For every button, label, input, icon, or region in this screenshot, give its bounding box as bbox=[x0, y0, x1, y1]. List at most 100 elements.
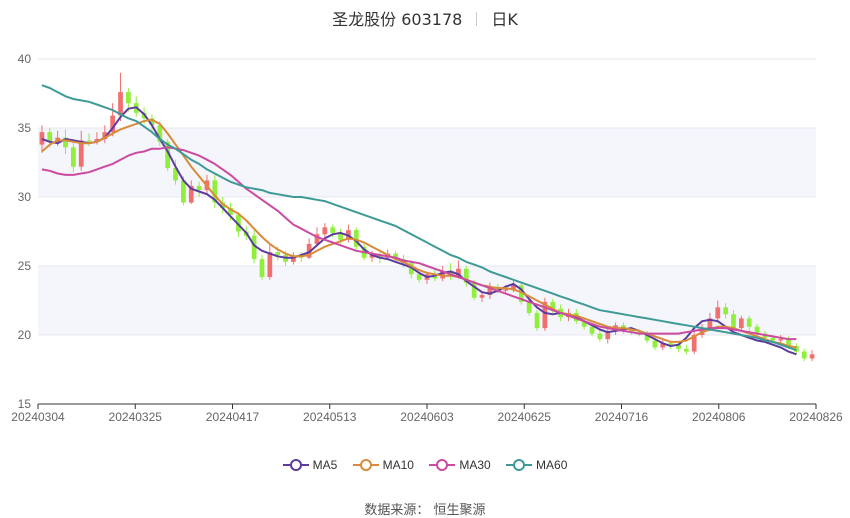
candle-body bbox=[550, 301, 556, 309]
candle-body bbox=[149, 118, 155, 126]
candle-body bbox=[628, 329, 634, 333]
candle-body bbox=[471, 282, 477, 298]
x-tick-label: 20240304 bbox=[11, 410, 65, 424]
candle-body bbox=[770, 337, 776, 341]
candle-body bbox=[275, 252, 281, 255]
legend-item-ma5[interactable]: MA5 bbox=[282, 458, 337, 472]
candle-body bbox=[526, 301, 532, 313]
candle-body bbox=[251, 235, 257, 260]
candle-body bbox=[652, 340, 658, 348]
candle-body bbox=[778, 339, 783, 341]
stock-name: 圣龙股份 603178 bbox=[332, 10, 463, 29]
candle-body bbox=[63, 137, 68, 148]
candle-body bbox=[801, 351, 807, 359]
period-label: 日K bbox=[491, 10, 518, 29]
candle-body bbox=[746, 318, 752, 327]
candle-body bbox=[181, 180, 186, 203]
series-line-ma60 bbox=[41, 84, 797, 352]
candle-body bbox=[676, 344, 681, 349]
candle-body bbox=[86, 140, 92, 142]
candle-body bbox=[707, 318, 713, 329]
candle-body bbox=[518, 285, 524, 302]
candle-body bbox=[479, 294, 485, 298]
candle-body bbox=[542, 301, 548, 329]
candle-body bbox=[102, 132, 108, 140]
candle-body bbox=[393, 253, 398, 260]
candle-body bbox=[809, 354, 815, 359]
candle-body bbox=[188, 185, 194, 203]
data-source: 数据来源： 恒生聚源 bbox=[364, 503, 486, 518]
y-tick-label: 30 bbox=[18, 190, 32, 204]
candle-body bbox=[377, 254, 383, 258]
candle-body bbox=[173, 168, 178, 181]
y-tick-label: 25 bbox=[18, 259, 32, 273]
candle-body bbox=[416, 274, 422, 280]
candle-body bbox=[228, 208, 233, 215]
series-line-ma10 bbox=[41, 118, 797, 349]
candle-body bbox=[408, 263, 414, 275]
candle-body bbox=[581, 321, 587, 327]
candle-body bbox=[644, 333, 650, 341]
legend-ma10-icon bbox=[352, 459, 379, 471]
candle-body bbox=[715, 307, 721, 319]
candle-body bbox=[786, 339, 791, 347]
y-tick-label: 15 bbox=[18, 397, 32, 411]
candle-body bbox=[668, 343, 673, 345]
legend: MA5 MA10 MA30 MA60 bbox=[0, 458, 850, 472]
legend-ma5-icon bbox=[282, 459, 309, 471]
y-tick-label: 20 bbox=[18, 328, 32, 342]
legend-ma60-icon bbox=[506, 459, 533, 471]
candle-body bbox=[793, 346, 799, 352]
title-separator bbox=[476, 12, 478, 26]
candle-body bbox=[723, 307, 728, 315]
candle-body bbox=[39, 132, 45, 145]
candle-body bbox=[259, 259, 265, 278]
candle-body bbox=[597, 333, 603, 340]
candle-body bbox=[683, 348, 689, 352]
x-tick-label: 20240325 bbox=[109, 410, 163, 424]
candle-body bbox=[165, 141, 171, 169]
candle-body bbox=[463, 268, 469, 283]
candle-body bbox=[330, 227, 336, 233]
candle-body bbox=[212, 180, 218, 203]
candle-body bbox=[534, 312, 540, 329]
candle-body bbox=[589, 326, 595, 334]
y-tick-label: 40 bbox=[18, 52, 32, 66]
candle-body bbox=[110, 115, 116, 133]
candle-body bbox=[338, 232, 343, 240]
candle-body bbox=[47, 132, 53, 142]
candle-body bbox=[126, 92, 131, 104]
candle-body bbox=[78, 140, 84, 167]
candle-body bbox=[660, 343, 666, 348]
x-tick-label: 20240806 bbox=[692, 410, 746, 424]
x-tick-label: 20240417 bbox=[206, 410, 260, 424]
legend-ma30-icon bbox=[429, 459, 456, 471]
x-tick-label: 20240625 bbox=[498, 410, 552, 424]
candle-body bbox=[487, 286, 493, 295]
candle-body bbox=[369, 254, 375, 258]
chart-title: 圣龙股份 603178 日K bbox=[0, 6, 850, 30]
candle-body bbox=[220, 202, 226, 209]
x-tick-label: 20240716 bbox=[595, 410, 649, 424]
candle-body bbox=[738, 318, 744, 329]
x-tick-label: 20240826 bbox=[789, 410, 843, 424]
candle-body bbox=[306, 243, 312, 258]
candle-body bbox=[118, 92, 123, 116]
legend-item-ma10[interactable]: MA10 bbox=[352, 458, 414, 472]
candle-body bbox=[511, 285, 516, 290]
candle-body bbox=[94, 139, 100, 142]
candle-body bbox=[691, 335, 697, 352]
series-line-ma30 bbox=[41, 146, 797, 341]
candle-body bbox=[503, 289, 508, 291]
candle-body bbox=[314, 234, 320, 244]
candle-body bbox=[71, 147, 76, 167]
candle-body bbox=[291, 256, 296, 262]
candle-body bbox=[731, 314, 736, 329]
kline-chart: 15 20 25 30 35 40 20240304 20240325 20240417 2024… bbox=[11, 52, 843, 424]
legend-item-ma60[interactable]: MA60 bbox=[506, 458, 567, 472]
x-tick-label: 20240513 bbox=[303, 410, 357, 424]
candle-body bbox=[157, 125, 163, 142]
legend-item-ma30[interactable]: MA30 bbox=[429, 458, 491, 472]
candle-body bbox=[322, 227, 328, 235]
candle-body bbox=[196, 185, 202, 191]
